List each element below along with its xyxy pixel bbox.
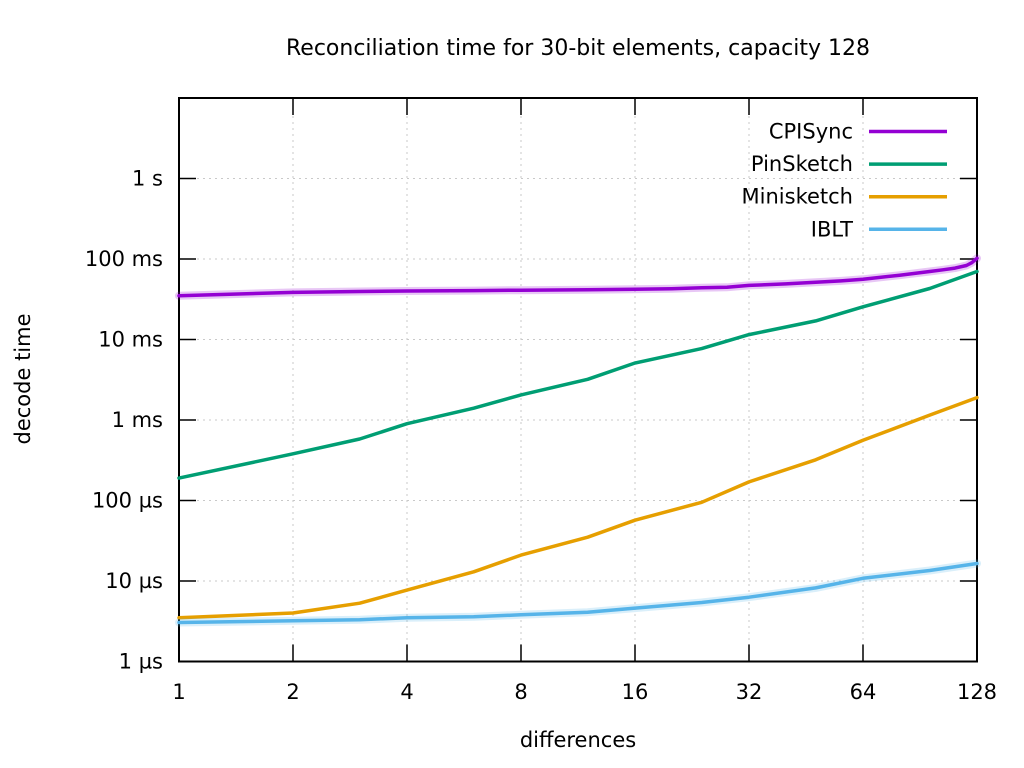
x-tick-label: 16: [622, 680, 649, 704]
y-tick-label: 100 µs: [92, 489, 163, 513]
series-line-cpisync: [177, 256, 979, 298]
series-line-iblt: [177, 561, 979, 625]
y-tick-label: 10 ms: [98, 328, 163, 352]
x-tick-label: 4: [400, 680, 413, 704]
y-tick-label: 10 µs: [105, 569, 163, 593]
legend-label-pinsketch: PinSketch: [751, 152, 853, 176]
y-tick-label: 1 ms: [112, 408, 163, 432]
plot-layers: 1 µs 10 µs 100 µs 1 ms 10 ms 100 ms 1 s 1 2 4 8 16 3…: [85, 97, 997, 704]
legend-label-minisketch: Minisketch: [742, 185, 853, 209]
y-tick-label: 100 ms: [85, 247, 163, 271]
y-tick-label: 1 s: [132, 167, 163, 191]
x-tick-label: 8: [514, 680, 527, 704]
chart-title: Reconciliation time for 30-bit elements,…: [286, 36, 870, 61]
series-line-pinsketch: [177, 269, 979, 480]
y-tick-label: 1 µs: [119, 650, 163, 674]
y-axis-label: decode time: [11, 313, 35, 444]
x-tick-label: 64: [850, 680, 877, 704]
legend-label-iblt: IBLT: [811, 217, 853, 241]
x-tick-label: 32: [736, 680, 763, 704]
x-axis-label: differences: [520, 728, 636, 752]
x-tick-label: 128: [957, 680, 997, 704]
x-tick-label: 1: [172, 680, 185, 704]
plot-border: [178, 97, 978, 663]
legend-label-cpisync: CPISync: [769, 120, 853, 144]
x-tick-label: 2: [286, 680, 299, 704]
series-line-minisketch: [177, 395, 979, 620]
